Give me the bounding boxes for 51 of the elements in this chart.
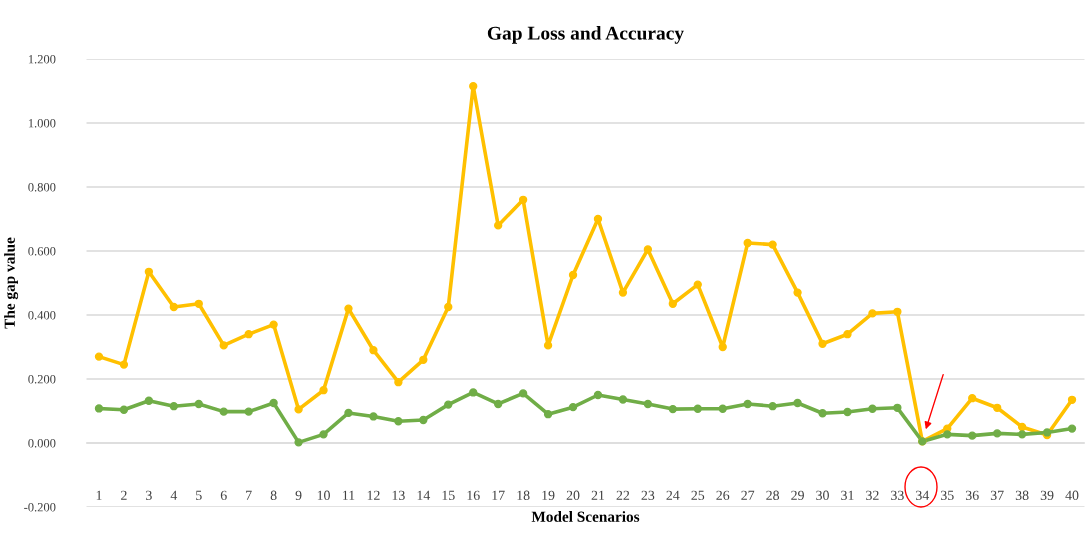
y-tick-label: 1.000 xyxy=(28,119,56,128)
x-tick-label: 37 xyxy=(990,490,1004,500)
x-tick-label: 25 xyxy=(691,490,705,500)
x-tick-label: 27 xyxy=(741,490,755,500)
y-tick-label: -0.200 xyxy=(24,503,56,512)
x-tick-label: 40 xyxy=(1065,490,1079,500)
x-tick-label: 8 xyxy=(270,490,277,500)
x-tick-label: 38 xyxy=(1015,490,1029,500)
x-tick-label: 9 xyxy=(295,490,302,500)
y-tick-label: 1.200 xyxy=(28,55,56,64)
x-tick-label: 12 xyxy=(367,490,380,500)
x-tick-label: 31 xyxy=(841,490,854,500)
x-tick-label: 22 xyxy=(616,490,630,500)
x-tick-label: 29 xyxy=(791,490,804,500)
x-tick-label: 17 xyxy=(492,490,505,500)
x-tick-label: 11 xyxy=(343,490,355,500)
chart-title: Gap Loss and Accuracy xyxy=(487,26,684,44)
y-tick-label: 0.600 xyxy=(28,247,56,256)
x-tick-label: 13 xyxy=(392,490,405,500)
x-tick-label: 15 xyxy=(442,490,455,500)
x-tick-label: 16 xyxy=(467,490,480,500)
x-tick-label: 1 xyxy=(96,490,102,500)
x-tick-label: 24 xyxy=(666,490,680,500)
x-tick-label: 2 xyxy=(121,490,127,500)
x-tick-label: 34 xyxy=(916,490,930,500)
x-tick-label: 32 xyxy=(866,490,879,500)
x-tick-label: 23 xyxy=(641,490,655,500)
x-tick-label: 6 xyxy=(220,490,227,500)
x-tick-label: 4 xyxy=(170,490,178,500)
y-tick-label: 0.400 xyxy=(28,311,56,320)
x-tick-label: 26 xyxy=(716,490,730,500)
y-tick-label: 0.200 xyxy=(28,375,56,384)
x-tick-label: 14 xyxy=(417,490,431,500)
x-tick-label: 21 xyxy=(591,490,605,500)
y-axis-title: The gap value xyxy=(4,237,19,329)
x-tick-label: 35 xyxy=(940,490,954,500)
x-tick-label: 5 xyxy=(196,490,202,500)
x-tick-label: 20 xyxy=(566,490,580,500)
y-tick-label: 0.800 xyxy=(28,183,56,192)
x-tick-label: 19 xyxy=(542,490,555,500)
x-tick-label: 28 xyxy=(766,490,780,500)
x-tick-label: 33 xyxy=(891,490,904,500)
x-tick-label: 3 xyxy=(146,490,152,500)
x-tick-label: 18 xyxy=(517,490,530,500)
x-tick-label: 10 xyxy=(317,490,330,500)
y-tick-label: 0.000 xyxy=(28,439,56,448)
x-tick-label: 36 xyxy=(965,490,979,500)
x-tick-label: 7 xyxy=(246,490,252,500)
x-tick-label: 39 xyxy=(1040,490,1054,500)
x-axis-title: Model Scenarios xyxy=(531,511,640,522)
x-tick-label: 30 xyxy=(816,490,829,500)
